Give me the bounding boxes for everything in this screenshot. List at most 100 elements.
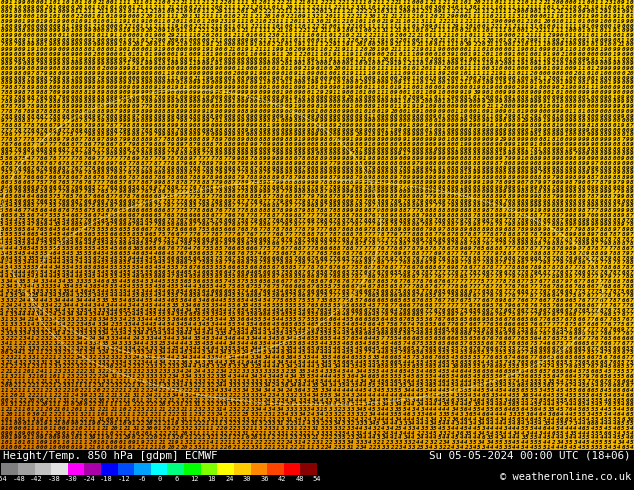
Text: 7: 7 — [123, 171, 126, 175]
Text: 3: 3 — [202, 374, 205, 379]
Text: 1: 1 — [368, 85, 372, 90]
Text: 2: 2 — [368, 9, 372, 14]
Text: 0: 0 — [70, 431, 74, 436]
Text: 9: 9 — [271, 128, 275, 133]
Text: 0: 0 — [543, 66, 546, 71]
Text: 9: 9 — [167, 57, 170, 62]
Text: 0: 0 — [595, 71, 598, 76]
Text: 0: 0 — [521, 80, 524, 85]
Text: 8: 8 — [132, 128, 135, 133]
Text: 5: 5 — [320, 284, 323, 289]
Text: 6: 6 — [44, 208, 48, 213]
Text: 0: 0 — [446, 90, 450, 95]
Text: 6: 6 — [503, 317, 507, 322]
Text: 9: 9 — [626, 175, 629, 180]
Text: 6: 6 — [512, 369, 515, 374]
Text: 3: 3 — [114, 322, 118, 327]
Text: 5: 5 — [512, 365, 515, 369]
Text: 8: 8 — [206, 52, 209, 57]
Text: 0: 0 — [311, 95, 314, 99]
Text: 0: 0 — [320, 71, 323, 76]
Text: 7: 7 — [564, 365, 568, 369]
Text: 5: 5 — [254, 326, 257, 332]
Text: 8: 8 — [294, 208, 297, 213]
Text: 0: 0 — [49, 407, 52, 412]
Text: 8: 8 — [13, 137, 17, 142]
Text: 9: 9 — [254, 218, 257, 222]
Text: 7: 7 — [53, 123, 56, 128]
Text: 2: 2 — [184, 397, 188, 403]
Text: 3: 3 — [477, 431, 481, 436]
Text: 1: 1 — [529, 4, 533, 10]
Text: 7: 7 — [612, 331, 616, 336]
Text: 5: 5 — [451, 374, 455, 379]
Text: 7: 7 — [267, 218, 271, 222]
Text: 8: 8 — [13, 57, 17, 62]
Text: 7: 7 — [197, 161, 201, 166]
Text: 4: 4 — [490, 445, 494, 450]
Text: 0: 0 — [101, 397, 105, 403]
Text: 7: 7 — [416, 303, 419, 308]
Text: 0: 0 — [377, 194, 380, 199]
Text: 3: 3 — [75, 341, 78, 346]
Text: 1: 1 — [600, 47, 603, 52]
Text: 1: 1 — [149, 431, 153, 436]
Text: 3: 3 — [184, 308, 188, 313]
Text: 9: 9 — [114, 57, 118, 62]
Text: 2: 2 — [75, 402, 78, 407]
Text: 6: 6 — [210, 345, 214, 350]
Text: 9: 9 — [271, 142, 275, 147]
Text: 0: 0 — [547, 109, 550, 114]
Text: 7: 7 — [179, 161, 183, 166]
Text: 8: 8 — [529, 242, 533, 246]
Text: 1: 1 — [368, 4, 372, 10]
Text: 0: 0 — [149, 80, 153, 85]
Text: 4: 4 — [22, 194, 26, 199]
Text: 6: 6 — [389, 270, 393, 275]
Text: 5: 5 — [600, 355, 603, 360]
Text: 8: 8 — [425, 85, 428, 90]
Text: 9: 9 — [93, 71, 96, 76]
Text: 0: 0 — [188, 28, 192, 33]
Text: 1: 1 — [36, 426, 39, 431]
Text: 1: 1 — [564, 38, 568, 43]
Text: 6: 6 — [193, 218, 197, 222]
Text: 0: 0 — [446, 128, 450, 133]
Text: 9: 9 — [368, 151, 372, 156]
Text: 9: 9 — [385, 123, 389, 128]
Text: 9: 9 — [262, 95, 266, 99]
Text: 9: 9 — [302, 14, 306, 19]
Text: 2: 2 — [13, 336, 17, 341]
Text: 6: 6 — [31, 189, 34, 194]
Text: 9: 9 — [328, 114, 332, 119]
Text: 9: 9 — [306, 166, 310, 171]
Text: 9: 9 — [44, 71, 48, 76]
Text: 6: 6 — [75, 175, 78, 180]
Text: 9: 9 — [398, 85, 402, 90]
Text: 8: 8 — [547, 147, 550, 151]
Text: 9: 9 — [420, 246, 424, 251]
Text: 8: 8 — [215, 137, 218, 142]
Text: 5: 5 — [455, 436, 458, 441]
Text: 1: 1 — [420, 38, 424, 43]
Text: 9: 9 — [171, 166, 174, 171]
Text: 2: 2 — [210, 24, 214, 28]
Text: 1: 1 — [202, 431, 205, 436]
Text: 5: 5 — [591, 416, 594, 421]
Text: 8: 8 — [578, 218, 581, 222]
Text: 1: 1 — [271, 38, 275, 43]
Text: 0: 0 — [44, 52, 48, 57]
Text: 1: 1 — [486, 114, 489, 119]
Text: 3: 3 — [320, 431, 323, 436]
Text: 3: 3 — [1, 341, 4, 346]
Text: 0: 0 — [486, 90, 489, 95]
Text: 1: 1 — [346, 19, 349, 24]
Text: 0: 0 — [101, 440, 105, 445]
Text: 9: 9 — [582, 222, 585, 227]
Text: 2: 2 — [276, 412, 280, 417]
Text: 1: 1 — [202, 80, 205, 85]
Text: 4: 4 — [140, 341, 144, 346]
Text: 0: 0 — [206, 90, 209, 95]
Text: 4: 4 — [219, 298, 223, 303]
Text: 5: 5 — [473, 326, 476, 332]
